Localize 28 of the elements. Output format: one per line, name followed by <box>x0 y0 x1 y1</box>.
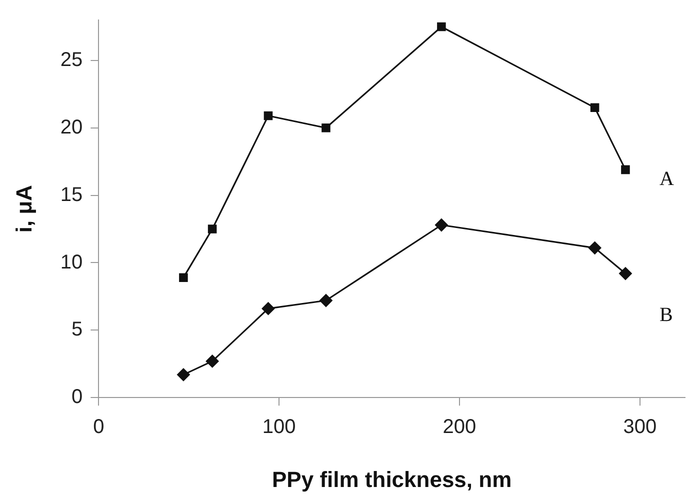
y-tick-label: 5 <box>72 318 83 341</box>
point <box>206 354 219 368</box>
point <box>319 294 332 308</box>
y-tick-label: 10 <box>60 251 83 274</box>
text: B <box>659 304 673 326</box>
point <box>176 368 190 382</box>
point <box>264 111 273 120</box>
y-axis-title: i, μA <box>11 184 36 233</box>
y-tick-label: 15 <box>60 184 83 206</box>
point <box>590 103 600 112</box>
point <box>208 224 217 234</box>
point <box>179 273 188 282</box>
x-tick-label: 0 <box>93 416 104 438</box>
point <box>588 241 602 254</box>
point <box>434 218 448 232</box>
point <box>621 165 630 174</box>
point <box>437 22 446 32</box>
x-tick-label: 300 <box>623 416 657 438</box>
x-tick-label: 100 <box>262 416 296 438</box>
x-axis-title: PPy film thickness, nm <box>272 466 512 492</box>
point <box>322 123 330 132</box>
y-tick-label: 25 <box>60 48 83 71</box>
point <box>262 302 275 316</box>
y-tick-label: 0 <box>72 386 83 408</box>
x-tick-label: 200 <box>442 416 476 438</box>
series-label: A <box>659 168 674 190</box>
y-tick-label: 20 <box>60 116 83 138</box>
point <box>618 267 632 280</box>
